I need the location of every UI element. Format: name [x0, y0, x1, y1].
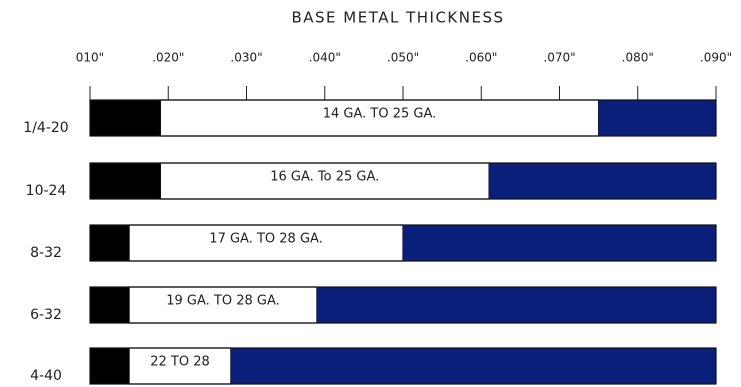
below-range — [90, 225, 130, 261]
range-label: 19 GA. TO 28 GA. — [166, 294, 280, 309]
range-label: 16 GA. To 25 GA. — [270, 170, 379, 185]
above-range — [598, 100, 716, 136]
below-range — [90, 163, 161, 199]
above-range — [316, 287, 716, 323]
x-tick-label: .050" — [387, 51, 419, 65]
x-tick-label: .020" — [152, 51, 184, 65]
below-range — [90, 348, 130, 384]
range-label: 14 GA. TO 25 GA. — [323, 107, 437, 122]
x-tick-label: .060" — [465, 51, 497, 65]
range-bar — [128, 347, 232, 385]
x-tick-label: .090" — [700, 51, 732, 65]
range-label: 17 GA. TO 28 GA. — [209, 232, 323, 247]
category-label: 8-32 — [30, 245, 62, 261]
x-tick-label: .080" — [622, 51, 654, 65]
bar-outline — [89, 99, 717, 137]
below-range — [90, 100, 161, 136]
bar-outline — [89, 286, 717, 324]
category-label: 1/4-20 — [23, 120, 68, 136]
x-tick-label: .030" — [230, 51, 262, 65]
below-range — [90, 287, 130, 323]
category-label: 10-24 — [26, 183, 67, 199]
above-range — [489, 163, 716, 199]
category-label: 6-32 — [30, 307, 62, 323]
range-label: 22 TO 28 — [150, 355, 210, 370]
bar-outline — [89, 162, 717, 200]
x-tick-label: 010" — [76, 51, 104, 65]
bar-outline — [89, 347, 717, 385]
above-range — [230, 348, 716, 384]
above-range — [403, 225, 716, 261]
x-tick-label: .070" — [543, 51, 575, 65]
bar-outline — [89, 224, 717, 262]
chart-title: BASE METAL THICKNESS — [291, 9, 504, 27]
x-tick-label: .040" — [309, 51, 341, 65]
category-label: 4-40 — [30, 368, 62, 384]
